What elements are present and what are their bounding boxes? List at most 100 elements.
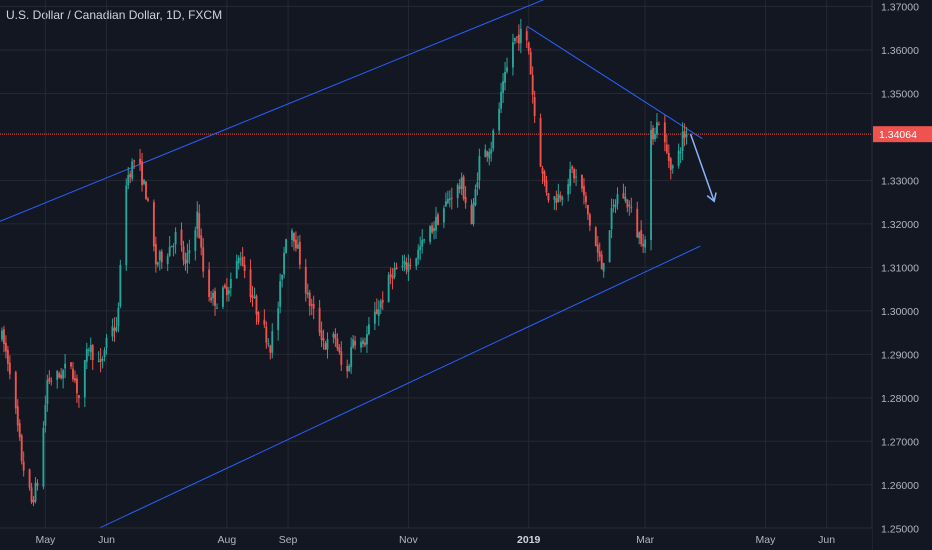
candle — [281, 274, 284, 288]
candle-body — [237, 257, 240, 264]
candle-body — [249, 269, 252, 297]
candle — [391, 268, 394, 290]
candle — [433, 221, 435, 240]
candle-body — [48, 377, 51, 382]
candle-body — [208, 269, 211, 297]
candle — [338, 343, 341, 355]
candle-body — [456, 184, 459, 199]
candle — [472, 198, 475, 227]
candle — [285, 238, 288, 254]
candle — [227, 286, 230, 302]
candle — [50, 377, 53, 386]
candle-body — [628, 204, 631, 207]
candle-body — [657, 124, 660, 126]
candles-layer — [1, 18, 688, 507]
candle-body — [239, 258, 242, 260]
candle-body — [8, 362, 11, 375]
candle-body — [223, 285, 226, 288]
candle-body — [221, 287, 224, 307]
candle — [346, 359, 349, 379]
candle — [470, 199, 473, 225]
candle — [360, 337, 362, 353]
candle-body — [642, 243, 645, 247]
candle — [387, 271, 390, 303]
candle — [255, 294, 258, 325]
candle-body — [608, 230, 611, 263]
candle — [239, 251, 242, 266]
candle-body — [421, 239, 424, 247]
candle-body — [336, 338, 339, 349]
time-tick-label: May — [756, 534, 777, 546]
candle-body — [227, 290, 230, 294]
candle-body — [476, 182, 479, 188]
candle-body — [141, 161, 143, 186]
candle — [60, 368, 63, 380]
candle — [557, 183, 560, 203]
candle — [125, 178, 128, 271]
candle-body — [377, 309, 380, 317]
candle — [354, 335, 357, 350]
candle — [377, 300, 380, 326]
candle — [18, 419, 21, 441]
candle-body — [652, 127, 654, 140]
candle-body — [602, 263, 605, 272]
candle — [553, 195, 556, 210]
candle-body — [298, 241, 301, 265]
candle — [127, 166, 130, 190]
candle — [543, 169, 546, 187]
candle — [72, 361, 74, 382]
candle — [58, 371, 61, 379]
candle — [46, 374, 49, 412]
candle — [105, 333, 108, 355]
candle — [200, 228, 203, 256]
time-tick-label: Mar — [636, 534, 655, 546]
candle — [612, 199, 615, 213]
candle-body — [64, 363, 67, 369]
candle-body — [669, 158, 672, 171]
candle — [669, 156, 672, 180]
candle-body — [630, 207, 633, 209]
candle-body — [77, 395, 80, 398]
candle — [431, 222, 433, 235]
candle — [263, 309, 266, 328]
candle — [160, 249, 163, 269]
candle-body — [472, 202, 475, 225]
candle-body — [458, 186, 461, 189]
candle — [312, 295, 315, 320]
candle-body — [127, 175, 130, 186]
candle — [340, 341, 343, 372]
candle-body — [373, 311, 376, 324]
candle-body — [58, 373, 61, 378]
candle-body — [251, 295, 254, 299]
candle — [293, 232, 295, 251]
candle-body — [1, 330, 3, 340]
candle — [364, 337, 366, 348]
candle — [401, 255, 404, 271]
candle-body — [267, 343, 270, 345]
candle-body — [3, 329, 5, 345]
candle — [405, 257, 408, 275]
candle-body — [320, 330, 323, 340]
time-axis-panel[interactable] — [0, 528, 872, 550]
candle-body — [326, 339, 329, 350]
candle-body — [547, 192, 550, 201]
candle-body — [257, 312, 260, 322]
candle-body — [50, 380, 53, 382]
candle-body — [500, 92, 503, 109]
price-tick-label: 1.31000 — [881, 262, 919, 274]
price-axis-panel[interactable] — [872, 0, 932, 550]
candle — [512, 33, 514, 76]
candle — [186, 243, 189, 274]
candle — [583, 178, 585, 205]
candle — [350, 337, 353, 374]
candle — [409, 258, 412, 270]
candle — [133, 159, 136, 170]
candle — [650, 120, 652, 251]
candle — [596, 235, 599, 262]
candle-body — [667, 152, 670, 161]
candle — [502, 73, 505, 103]
candle-body — [229, 278, 232, 289]
candle-body — [166, 256, 169, 264]
